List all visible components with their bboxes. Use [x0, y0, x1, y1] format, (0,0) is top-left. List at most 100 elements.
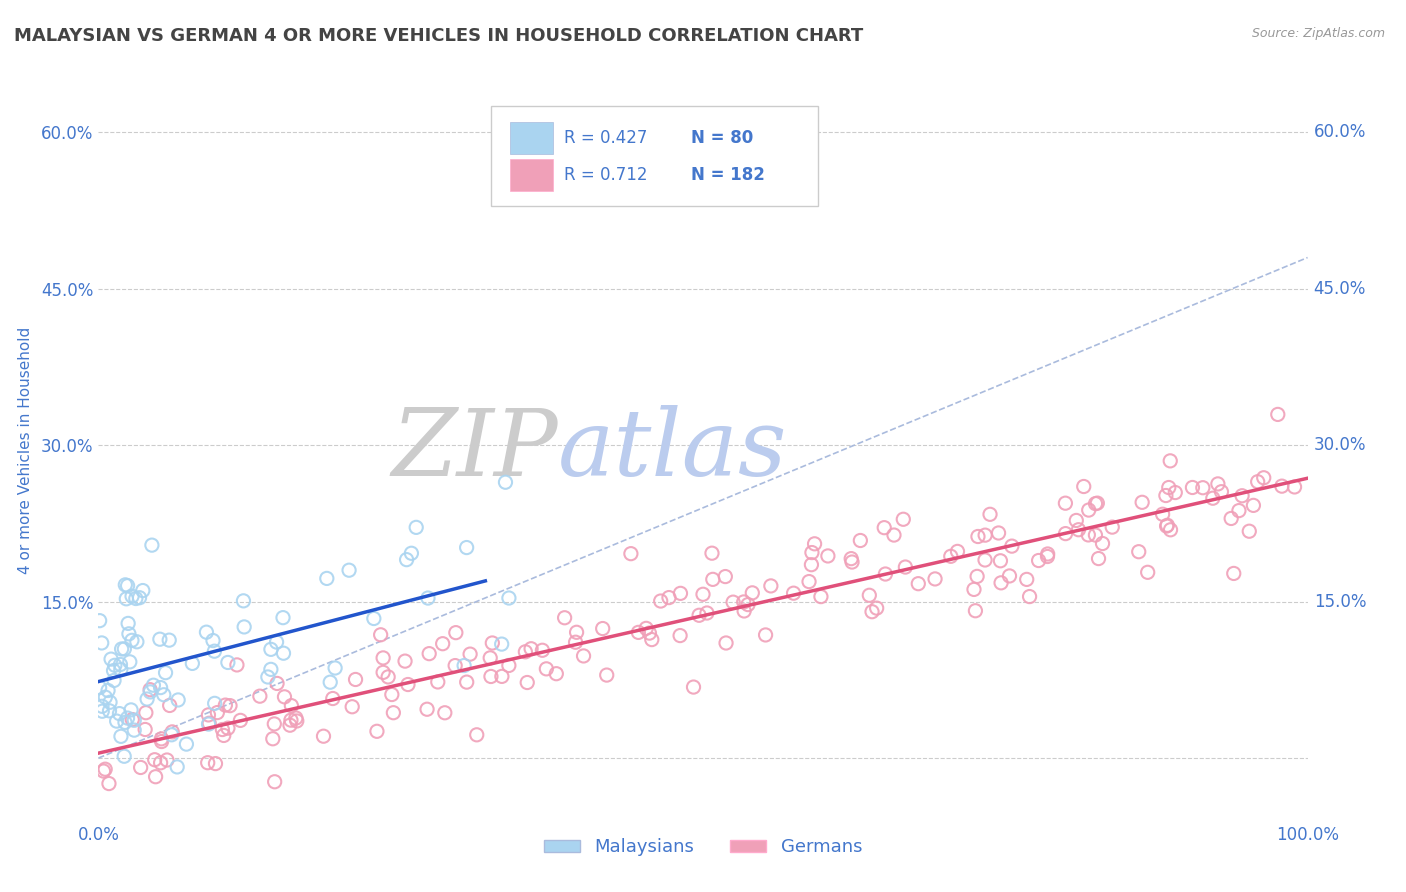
Point	[121, 713, 143, 727]
Point	[344, 673, 367, 687]
Point	[592, 622, 614, 636]
Text: Source: ZipAtlas.com: Source: ZipAtlas.com	[1251, 27, 1385, 40]
Point	[100, 652, 122, 666]
Point	[159, 698, 181, 713]
Point	[198, 716, 221, 731]
Point	[564, 635, 586, 649]
Point	[1227, 503, 1250, 517]
Point	[939, 549, 962, 564]
Point	[1085, 496, 1108, 510]
Point	[456, 675, 478, 690]
Point	[103, 664, 125, 678]
Point	[118, 655, 141, 669]
Point	[1206, 477, 1229, 491]
Point	[800, 558, 823, 572]
Point	[998, 569, 1021, 583]
Point	[721, 595, 744, 609]
Point	[98, 695, 121, 709]
Text: 15.0%: 15.0%	[1313, 592, 1367, 611]
Point	[260, 662, 283, 676]
Point	[1164, 485, 1187, 500]
Point	[733, 595, 755, 609]
Point	[145, 770, 167, 784]
Text: 60.0%: 60.0%	[1313, 123, 1367, 142]
Point	[371, 651, 394, 665]
Point	[381, 688, 404, 702]
Point	[987, 526, 1010, 541]
Point	[110, 642, 132, 657]
Y-axis label: 4 or more Vehicles in Household: 4 or more Vehicles in Household	[18, 326, 32, 574]
Point	[284, 711, 307, 725]
Point	[118, 627, 141, 641]
Point	[636, 621, 658, 635]
Point	[219, 698, 242, 713]
Point	[803, 537, 825, 551]
Point	[531, 643, 554, 657]
Text: 30.0%: 30.0%	[1313, 436, 1367, 454]
Point	[444, 625, 467, 640]
Point	[1192, 481, 1215, 495]
Point	[405, 520, 427, 534]
Point	[1136, 566, 1159, 580]
Point	[800, 545, 823, 559]
Point	[280, 713, 302, 727]
Point	[176, 737, 198, 751]
Point	[120, 703, 142, 717]
Point	[1028, 553, 1050, 567]
Point	[157, 633, 180, 648]
Point	[207, 706, 229, 720]
Point	[516, 675, 538, 690]
Point	[211, 723, 233, 737]
Point	[1157, 481, 1180, 495]
Point	[546, 666, 568, 681]
Point	[91, 704, 114, 718]
Point	[782, 586, 804, 600]
Point	[418, 647, 440, 661]
Point	[515, 645, 537, 659]
Point	[149, 756, 172, 770]
Point	[257, 670, 280, 684]
Point	[444, 658, 467, 673]
Point	[873, 521, 896, 535]
Point	[967, 529, 990, 543]
Point	[152, 688, 174, 702]
Point	[280, 698, 302, 713]
Point	[1253, 471, 1275, 485]
Legend: Malaysians, Germans: Malaysians, Germans	[537, 831, 869, 863]
Point	[117, 616, 139, 631]
Point	[139, 685, 162, 699]
Point	[263, 774, 285, 789]
Point	[97, 683, 120, 698]
Point	[1087, 551, 1109, 566]
Point	[125, 591, 148, 606]
Point	[401, 546, 423, 560]
Point	[394, 654, 416, 668]
Point	[536, 662, 558, 676]
Point	[1220, 511, 1243, 525]
Point	[1156, 518, 1178, 533]
Point	[682, 680, 704, 694]
Point	[142, 678, 165, 692]
Point	[115, 591, 138, 606]
Point	[849, 533, 872, 548]
Point	[195, 625, 218, 640]
Point	[204, 697, 226, 711]
Point	[924, 572, 946, 586]
Point	[1211, 484, 1233, 499]
Point	[1036, 547, 1059, 561]
Point	[1128, 545, 1150, 559]
Point	[491, 669, 513, 683]
Point	[572, 648, 595, 663]
Point	[129, 760, 152, 774]
Point	[866, 601, 889, 615]
Point	[377, 670, 399, 684]
Point	[965, 604, 987, 618]
Point	[627, 625, 650, 640]
Point	[197, 707, 219, 722]
Point	[149, 632, 172, 647]
Point	[1160, 523, 1182, 537]
Point	[416, 591, 439, 605]
Point	[266, 635, 288, 649]
Point	[160, 728, 183, 742]
Point	[1181, 481, 1204, 495]
